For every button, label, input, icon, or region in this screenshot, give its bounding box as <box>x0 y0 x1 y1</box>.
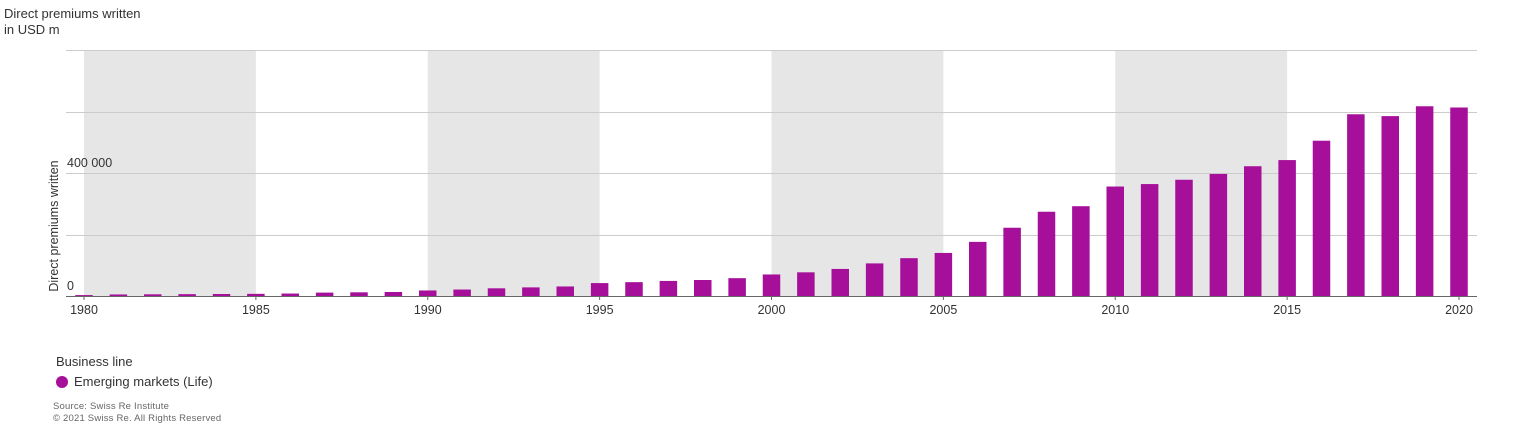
y-tick-label-0: 0 <box>67 279 74 293</box>
bar-1985[interactable] <box>247 293 265 296</box>
bar-1991[interactable] <box>453 289 471 296</box>
bar-2007[interactable] <box>1003 227 1021 296</box>
bar-series <box>75 106 1468 297</box>
bar-2004[interactable] <box>900 258 918 296</box>
bar-2012[interactable] <box>1175 179 1193 296</box>
bar-1997[interactable] <box>659 280 678 296</box>
bar-2000[interactable] <box>762 274 781 296</box>
unit-label: Direct premiums written in USD m <box>4 6 141 38</box>
bar-2003[interactable] <box>865 263 884 296</box>
x-tick-label-2020: 2020 <box>1445 303 1473 317</box>
bar-1998[interactable] <box>694 280 712 296</box>
x-tick-label-2015: 2015 <box>1273 303 1301 317</box>
bar-2001[interactable] <box>797 272 815 296</box>
bar-2016[interactable] <box>1312 140 1331 296</box>
x-tick-label-1995: 1995 <box>586 303 614 317</box>
bar-2015[interactable] <box>1278 160 1296 296</box>
bar-2008[interactable] <box>1037 211 1056 296</box>
y-axis-label: Direct premiums written <box>47 160 61 291</box>
x-tick-label-2005: 2005 <box>929 303 957 317</box>
legend-item-emerging-markets-life[interactable]: Emerging markets (Life) <box>56 374 213 389</box>
tick-labels: 1980 1985 1990 1995 2000 2005 2010 2015 2020 0 400… <box>67 156 1473 317</box>
bar-2006[interactable] <box>969 241 987 296</box>
x-axis <box>66 296 1477 300</box>
y-tick-label-400000: 400 000 <box>67 156 112 170</box>
footer: Source: Swiss Re Institute © 2021 Swiss … <box>53 401 221 425</box>
bar-2010[interactable] <box>1106 186 1125 296</box>
legend-title: Business line <box>56 354 133 369</box>
bar-1994[interactable] <box>556 286 575 296</box>
bar-2014[interactable] <box>1244 166 1262 296</box>
bar-1980[interactable] <box>75 295 93 297</box>
bar-2017[interactable] <box>1347 114 1365 296</box>
source-note: Source: Swiss Re Institute <box>53 401 170 412</box>
bar-1996[interactable] <box>625 282 643 296</box>
bar-1987[interactable] <box>315 292 334 296</box>
bar-1989[interactable] <box>384 292 403 296</box>
bar-2005[interactable] <box>934 252 953 296</box>
legend-item-label: Emerging markets (Life) <box>74 374 213 389</box>
bar-2009[interactable] <box>1072 206 1090 296</box>
unit-label-line-1: Direct premiums written <box>4 6 141 21</box>
bar-1988[interactable] <box>350 292 368 296</box>
bar-1990[interactable] <box>419 290 437 296</box>
copyright-note: © 2021 Swiss Re. All Rights Reserved <box>53 413 222 424</box>
bar-2018[interactable] <box>1381 116 1400 296</box>
unit-label-line-2: in USD m <box>4 22 60 37</box>
legend: Business line Emerging markets (Life) <box>56 354 213 389</box>
bar-1993[interactable] <box>522 287 540 296</box>
x-tick-label-1985: 1985 <box>242 303 270 317</box>
bar-1982[interactable] <box>144 294 162 296</box>
bar-2011[interactable] <box>1140 184 1159 296</box>
bar-1986[interactable] <box>281 293 300 296</box>
bar-1999[interactable] <box>728 278 746 296</box>
bar-2002[interactable] <box>831 268 850 296</box>
chart: 1980 1985 1990 1995 2000 2005 2010 2015 2020 0 400… <box>47 50 1477 317</box>
bar-2019[interactable] <box>1415 106 1434 297</box>
x-tick-label-2010: 2010 <box>1101 303 1129 317</box>
bar-1983[interactable] <box>178 294 196 296</box>
x-tick-label-2000: 2000 <box>758 303 786 317</box>
bar-2020[interactable] <box>1450 107 1468 296</box>
bar-1984[interactable] <box>212 294 231 296</box>
bar-1981[interactable] <box>109 294 128 296</box>
gridlines <box>66 50 1477 236</box>
x-tick-label-1990: 1990 <box>414 303 442 317</box>
x-tick-label-1980: 1980 <box>70 303 98 317</box>
bar-1995[interactable] <box>590 283 609 296</box>
bar-1992[interactable] <box>487 288 506 296</box>
legend-marker <box>56 375 68 388</box>
bar-2013[interactable] <box>1209 173 1228 296</box>
